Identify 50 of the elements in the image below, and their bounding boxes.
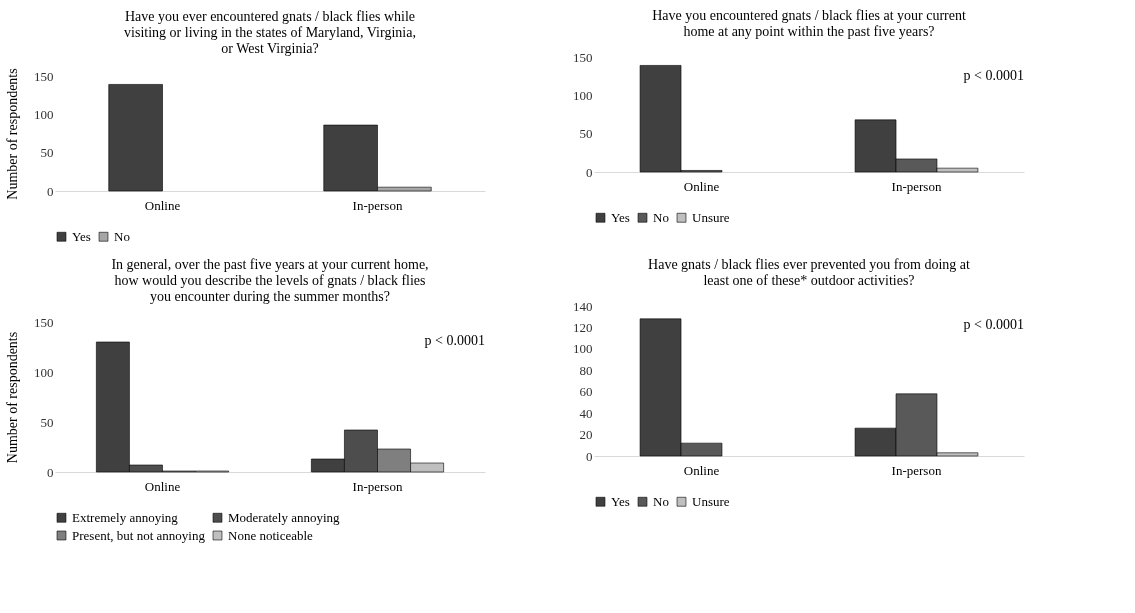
x-tick-label: Online [144,197,181,213]
y-tick-label: 60 [579,384,593,400]
legend-label: Moderately annoying [228,509,341,525]
legend-label: Yes [611,209,630,225]
chart-title: Have gnats / black flies ever prevented you from doing at least one of these* outdoor activities? [648,257,971,288]
y-tick-label: 40 [579,405,593,421]
x-tick-label: In-person [352,197,403,213]
legend-label: Present, but not annoying [72,527,206,543]
y-tick-label: 150 [34,68,54,84]
chart-title: In general, over the past five years at your current home, how would you describe the levels of gnats / black flies you encounter during the summer months? [111,257,429,304]
y-tick-label: 0 [586,448,593,464]
y-tick-label: 150 [34,314,54,330]
x-tick-label: In-person [891,462,942,478]
y-tick-label: 100 [34,106,54,122]
y-tick-label: 150 [573,49,593,65]
y-tick-label: 0 [47,183,54,199]
annotation: p < 0.0001 [424,333,485,348]
y-tick-label: 80 [579,362,593,378]
chart-title: Have you ever encountered gnats / black flies while visiting or living in the states of Maryland, Virginia, or West Virginia? [124,8,416,56]
legend-label: No [114,228,130,244]
y-tick-label: 20 [579,427,593,443]
legend-label: No [653,493,669,509]
legend-label: Extremely annoying [72,509,179,525]
y-tick-label: 120 [573,319,593,335]
y-tick-label: 50 [40,414,54,430]
legend-label: No [653,209,669,225]
legend-label: Unsure [692,209,730,225]
chart-title: Have you encountered gnats / black flies at your current home at any point within the past five years? [652,8,966,39]
y-tick-label: 100 [573,341,593,357]
y-tick-label: 0 [586,164,593,180]
x-tick-label: Online [683,462,720,478]
annotation: p < 0.0001 [963,317,1024,332]
y-axis-title: Number of respondents [5,68,20,200]
x-tick-label: In-person [891,178,942,194]
x-tick-label: Online [144,478,181,494]
legend-label: Yes [611,493,630,509]
legend-label: Unsure [692,493,730,509]
legend-label: None noticeable [228,527,314,543]
y-tick-label: 140 [573,298,593,314]
annotation: p < 0.0001 [963,68,1024,83]
y-tick-label: 100 [573,87,593,103]
legend-label: Yes [72,228,91,244]
y-tick-label: 100 [34,364,54,380]
y-tick-label: 50 [40,145,54,161]
y-axis-title: Number of respondents [5,331,20,464]
x-tick-label: Online [683,178,720,194]
y-tick-label: 0 [47,464,54,480]
y-tick-label: 50 [579,126,593,142]
bar [108,84,163,192]
x-tick-label: In-person [352,478,403,494]
